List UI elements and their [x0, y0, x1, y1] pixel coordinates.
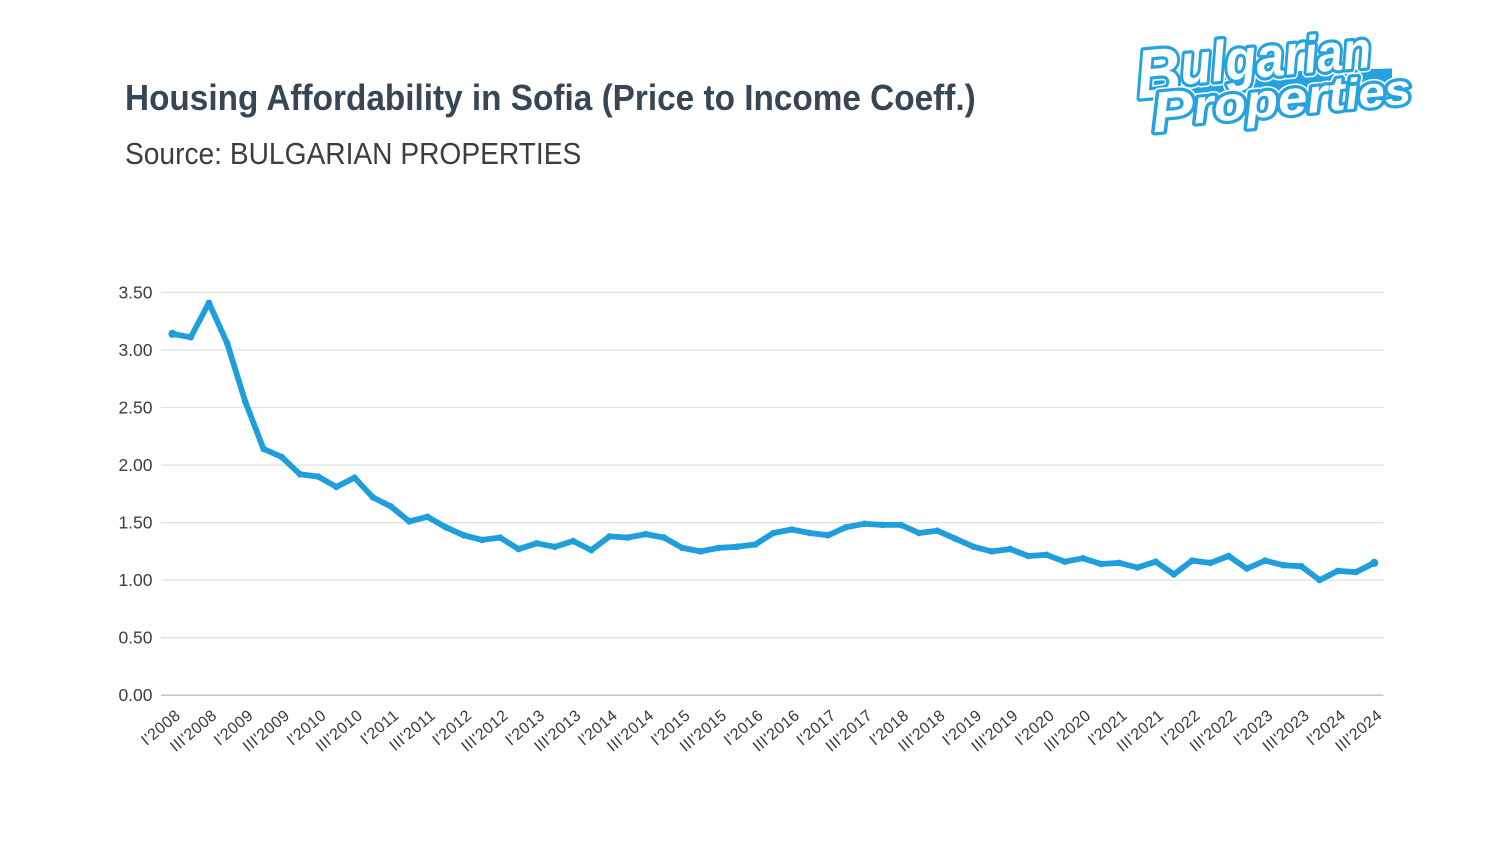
svg-text:2.50: 2.50	[118, 398, 152, 418]
svg-text:3.50: 3.50	[118, 282, 152, 302]
svg-text:2.00: 2.00	[118, 455, 152, 475]
svg-text:Bulgarian: Bulgarian	[1133, 15, 1375, 113]
svg-text:3.00: 3.00	[118, 340, 152, 360]
svg-text:0.50: 0.50	[118, 628, 152, 648]
svg-text:0.00: 0.00	[118, 685, 152, 705]
svg-text:1.50: 1.50	[118, 513, 152, 533]
svg-text:Bulgarian: Bulgarian	[1133, 15, 1375, 113]
svg-text:1.00: 1.00	[118, 570, 152, 590]
